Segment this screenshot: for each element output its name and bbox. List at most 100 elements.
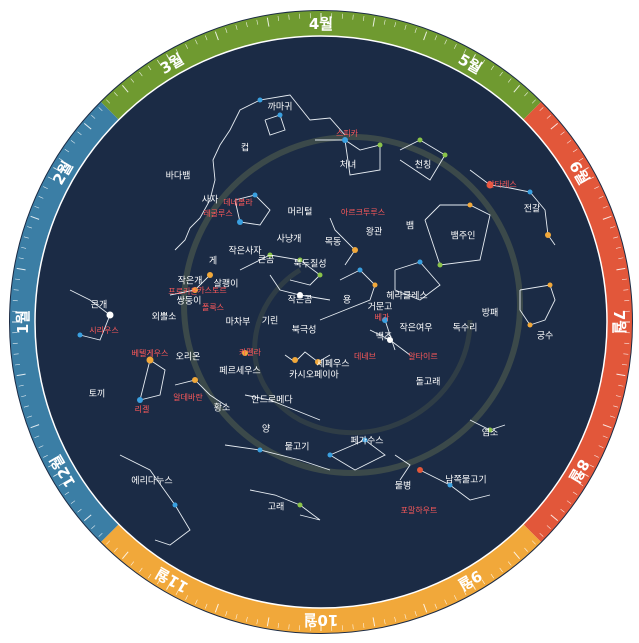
ring-tick	[53, 471, 62, 477]
constellation-label: 용	[342, 295, 352, 306]
constellation-label: 물고기	[284, 442, 310, 453]
ring-tick	[277, 622, 279, 629]
constellation-label: 안드로메다	[251, 395, 293, 406]
constellation-label: 세페우스	[316, 359, 350, 370]
ring-tick	[91, 525, 96, 529]
ring-tick	[114, 92, 118, 97]
pisces-line	[224, 444, 331, 471]
ring-tick	[602, 435, 608, 439]
ring-tick	[550, 514, 559, 522]
ring-tick	[550, 122, 559, 130]
ring-tick	[463, 49, 467, 54]
ring-tick	[106, 540, 111, 545]
star-dot	[257, 97, 263, 103]
star-dot	[417, 467, 423, 473]
constellation-label: 머리털	[287, 207, 313, 218]
star-label: 알데바란	[173, 393, 203, 402]
ring-tick	[214, 603, 219, 613]
star-dot	[527, 322, 533, 328]
ring-tick	[214, 31, 219, 41]
ring-tick	[372, 17, 376, 27]
ring-tick	[589, 176, 594, 180]
corvus-line	[264, 114, 286, 136]
ring-tick	[610, 415, 615, 418]
ring-tick	[481, 579, 485, 585]
ring-tick	[444, 39, 447, 45]
star-dot	[342, 137, 348, 143]
ring-tick	[507, 78, 512, 83]
star-dot	[106, 311, 114, 319]
ring-tick	[363, 622, 365, 629]
cygnus-line-2	[384, 319, 396, 351]
constellation-label: 오리온	[175, 352, 201, 363]
constellation-label: 독수리	[452, 323, 478, 334]
ring-tick	[38, 196, 44, 199]
ring-tick	[531, 540, 536, 545]
hydra-line	[174, 94, 346, 251]
star-label: 스피카	[335, 129, 359, 138]
ring-tick	[623, 289, 629, 291]
ring-tick	[621, 364, 628, 366]
star-dot	[417, 137, 423, 143]
ring-tick	[23, 236, 29, 239]
ring-tick	[245, 22, 248, 28]
andromeda-line	[244, 394, 321, 421]
ring-tick	[490, 65, 495, 71]
constellation-label: 궁수	[536, 331, 554, 342]
ring-tick	[602, 205, 608, 209]
month-label: 4월	[309, 15, 333, 33]
constellation-label: 토끼	[88, 389, 106, 400]
taurus-line	[174, 379, 226, 406]
ring-tick	[414, 28, 417, 33]
ring-tick	[560, 508, 565, 513]
constellation-label: 왕관	[365, 227, 383, 238]
ring-tick	[383, 619, 386, 625]
ring-tick	[602, 424, 612, 429]
ring-segment-autumn	[100, 523, 542, 634]
ring-tick	[91, 115, 96, 119]
star-dot	[192, 287, 198, 293]
ring-tick	[394, 22, 397, 28]
ring-tick	[83, 122, 92, 130]
ring-tick	[513, 84, 521, 93]
ring-tick	[404, 24, 407, 30]
ring-tick	[566, 500, 572, 504]
constellation-label: 쌍둥이	[176, 296, 202, 307]
ring-tick	[16, 373, 26, 377]
ring-tick	[166, 581, 172, 590]
ring-tick	[394, 616, 397, 622]
ring-tick	[130, 561, 135, 566]
star-dot	[207, 272, 213, 278]
ring-tick	[185, 44, 189, 49]
constellation-label: 마차부	[225, 317, 251, 328]
ring-tick	[589, 464, 594, 468]
ring-tick	[453, 595, 457, 600]
ring-tick	[157, 59, 161, 65]
constellation-label: 염소	[481, 428, 499, 439]
star-dot	[257, 447, 263, 453]
ring-tick	[114, 547, 118, 552]
ring-tick	[352, 624, 354, 630]
month-label: 1월	[14, 310, 32, 334]
star-label: 폴룩스	[201, 303, 225, 312]
ring-tick	[204, 603, 208, 609]
constellation-label: 작은곰	[287, 295, 313, 306]
constellation-label: 남쪽물고기	[445, 475, 487, 486]
star-dot	[237, 219, 243, 225]
ring-tick	[414, 611, 417, 616]
piscis-austrinus-line	[419, 469, 491, 501]
star-dot	[417, 259, 423, 265]
ring-tick	[139, 71, 143, 77]
star-dots	[77, 97, 553, 508]
ursa-minor-line	[269, 274, 331, 301]
ring-tick	[539, 532, 544, 537]
ring-tick	[121, 551, 129, 560]
ring-tick	[16, 267, 26, 271]
ring-tick	[98, 532, 103, 537]
ring-tick	[613, 236, 619, 239]
star-dot	[315, 359, 321, 365]
ring-tick	[70, 140, 76, 144]
star-dot	[486, 181, 494, 189]
